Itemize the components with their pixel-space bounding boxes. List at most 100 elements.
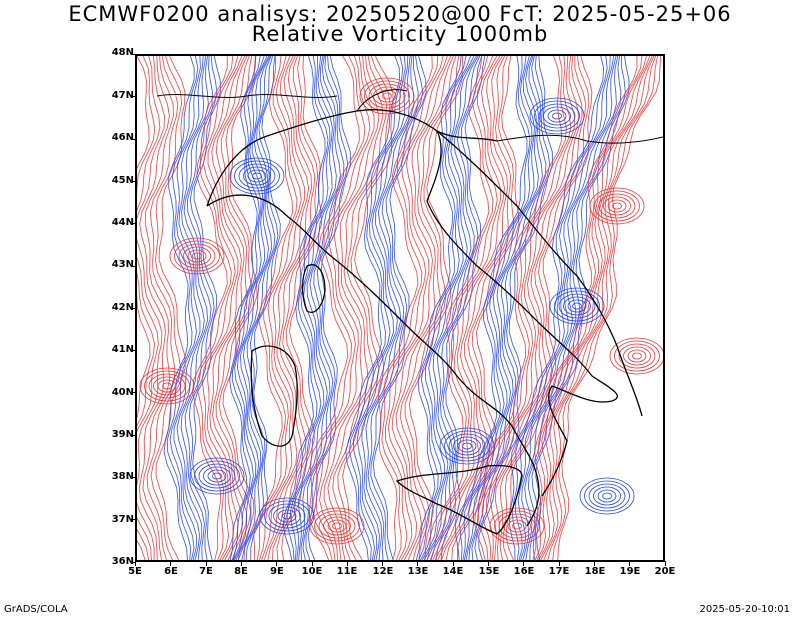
contour-loop-5-2 bbox=[207, 469, 227, 483]
contour-loop-8-4 bbox=[588, 483, 626, 509]
lon-label-14e: 14E bbox=[442, 566, 464, 577]
lat-tick bbox=[131, 223, 136, 225]
contour-line-87 bbox=[430, 56, 481, 560]
contour-loop-6-2 bbox=[327, 519, 347, 533]
contour-line-127 bbox=[534, 56, 643, 560]
contour-line-50 bbox=[300, 56, 341, 560]
contour-line-29 bbox=[232, 56, 265, 560]
contour-line-90 bbox=[426, 56, 490, 560]
lat-tick bbox=[131, 265, 136, 267]
lat-tick bbox=[131, 434, 136, 436]
lat-tick bbox=[131, 307, 136, 309]
contour-line-63 bbox=[345, 56, 401, 560]
lat-label-36n: 36N bbox=[111, 556, 134, 567]
contour-loop-7-6 bbox=[439, 427, 495, 465]
contour-line-91 bbox=[429, 56, 494, 560]
contour-loop-0-5 bbox=[174, 240, 220, 272]
lat-label-41n: 41N bbox=[111, 344, 134, 355]
contour-loop-1-2 bbox=[247, 169, 267, 183]
contour-loop-3-4 bbox=[538, 103, 576, 129]
contour-line-112 bbox=[490, 56, 580, 560]
contour-loop-6-1 bbox=[332, 522, 342, 530]
lat-tick bbox=[131, 350, 136, 352]
chart-title: ECMWF0200 analisys: 20250520@00 FcT: 202… bbox=[68, 2, 732, 26]
contour-line-0 bbox=[137, 56, 151, 560]
contour-line-62 bbox=[342, 56, 394, 560]
contour-loop-2-5 bbox=[364, 80, 410, 112]
contour-loop-7-5 bbox=[444, 430, 490, 462]
contour-loop-10-2 bbox=[627, 349, 647, 363]
contour-line-84 bbox=[421, 56, 475, 560]
contour-loop-13-3 bbox=[563, 296, 591, 316]
lon-tick bbox=[311, 561, 313, 566]
contour-line-100 bbox=[459, 56, 531, 560]
lat-label-38n: 38N bbox=[111, 471, 134, 482]
lon-tick bbox=[664, 561, 666, 566]
lon-label-13e: 13E bbox=[407, 566, 429, 577]
contour-loop-2-6 bbox=[359, 77, 415, 115]
contour-line-104 bbox=[468, 56, 543, 560]
contour-loop-4-2 bbox=[607, 199, 627, 213]
contour-loop-9-2 bbox=[157, 379, 177, 393]
contour-line-58 bbox=[323, 56, 380, 560]
contour-line-21 bbox=[206, 56, 243, 560]
contour-line-132 bbox=[547, 56, 657, 560]
lat-label-48n: 48N bbox=[111, 47, 134, 58]
contour-loop-10-1 bbox=[632, 352, 642, 360]
contour-line-74 bbox=[384, 56, 444, 560]
contour-line-108 bbox=[474, 56, 563, 560]
lon-tick bbox=[452, 561, 454, 566]
contour-line-53 bbox=[307, 56, 351, 560]
contour-line-60 bbox=[332, 56, 387, 560]
contour-line-81 bbox=[415, 56, 462, 560]
contour-loop-8-2 bbox=[597, 489, 617, 503]
lat-label-43n: 43N bbox=[111, 259, 134, 270]
lat-label-45n: 45N bbox=[111, 175, 134, 186]
contour-line-13 bbox=[176, 56, 207, 560]
lon-tick bbox=[558, 561, 560, 566]
footer-credit: GrADS/COLA bbox=[4, 604, 68, 615]
contour-loop-12-2 bbox=[507, 519, 527, 533]
contour-line-70 bbox=[370, 56, 424, 560]
contour-line-30 bbox=[233, 56, 268, 560]
contour-line-27 bbox=[229, 56, 258, 560]
lon-label-9e: 9E bbox=[270, 566, 284, 577]
lat-label-42n: 42N bbox=[111, 302, 134, 313]
contour-line-20 bbox=[201, 56, 239, 560]
contour-loop-7-1 bbox=[462, 442, 472, 450]
contour-line-129 bbox=[538, 56, 651, 560]
lon-tick bbox=[593, 561, 595, 566]
lat-label-40n: 40N bbox=[111, 387, 134, 398]
contour-line-123 bbox=[527, 56, 622, 560]
contour-line-59 bbox=[327, 56, 384, 560]
contour-loop-5-6 bbox=[189, 457, 245, 495]
contour-line-119 bbox=[514, 56, 611, 560]
contour-line-78 bbox=[399, 56, 457, 560]
contour-line-83 bbox=[420, 56, 472, 560]
lat-label-46n: 46N bbox=[111, 132, 134, 143]
contour-line-101 bbox=[462, 56, 533, 560]
contour-line-10 bbox=[166, 56, 199, 560]
contour-loop-13-6 bbox=[549, 287, 605, 325]
contour-line-45 bbox=[282, 56, 326, 560]
contour-loop-6-3 bbox=[323, 516, 351, 536]
contour-loop-8-1 bbox=[602, 492, 612, 500]
contour-loop-4-3 bbox=[603, 196, 631, 216]
contour-line-55 bbox=[312, 56, 366, 560]
contour-line-128 bbox=[536, 56, 647, 560]
contour-line-7 bbox=[150, 56, 183, 560]
contour-line-85 bbox=[423, 56, 477, 560]
contour-loop-8-3 bbox=[593, 486, 621, 506]
lon-tick bbox=[488, 561, 489, 566]
contour-loop-2-2 bbox=[377, 89, 397, 103]
contour-loop-1-3 bbox=[243, 166, 271, 186]
lat-tick bbox=[131, 54, 136, 55]
vorticity-contour-map bbox=[137, 56, 663, 560]
contour-loop-13-2 bbox=[567, 299, 587, 313]
contour-line-35 bbox=[250, 56, 281, 560]
contour-loop-12-1 bbox=[512, 522, 522, 530]
contour-line-17 bbox=[192, 56, 221, 560]
contour-loop-6-4 bbox=[318, 513, 356, 539]
contour-loop-9-3 bbox=[153, 376, 181, 396]
contour-line-25 bbox=[218, 56, 253, 560]
